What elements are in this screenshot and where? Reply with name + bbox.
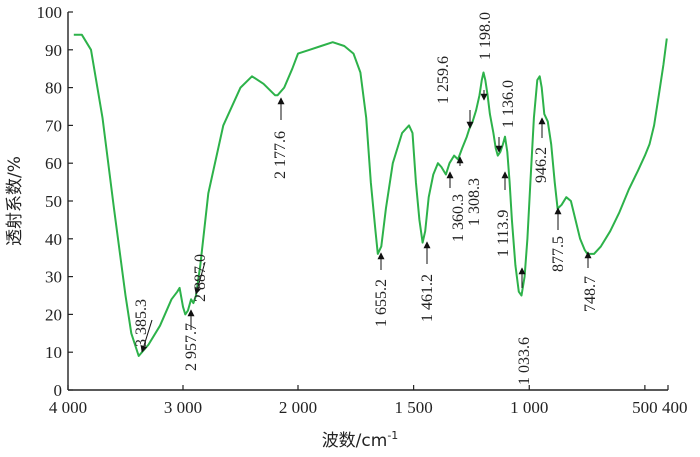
- y-tick-label: 50: [45, 192, 62, 211]
- x-axis-title-text: 波数/cm: [322, 431, 388, 451]
- peak-label: 3 385.3: [133, 299, 150, 347]
- peak-label: 748.7: [582, 276, 599, 312]
- peak-annotation: 2 177.6: [272, 97, 289, 179]
- y-axis-title: 透射系数/%: [5, 156, 25, 246]
- x-axis-title: 波数/cm-1: [322, 429, 399, 451]
- x-tick-label: 400: [662, 398, 688, 417]
- peak-arrow: [194, 261, 206, 295]
- peak-annotation: 1 033.6: [516, 267, 533, 385]
- peak-label: 2 177.6: [272, 131, 289, 179]
- peak-annotation: 748.7: [582, 251, 599, 312]
- peak-label: 1 461.2: [419, 274, 436, 322]
- peak-annotation: 1 113.9: [495, 171, 512, 257]
- peak-annotation: 1 308.3: [456, 156, 483, 226]
- peak-arrow: [140, 319, 153, 353]
- peak-annotation: 2 957.7: [183, 309, 200, 371]
- axis-ticks: 0 10 20 30 40 50 60 70 80 90 100 4 000 3 000 2 000 1 5…: [37, 3, 688, 417]
- peak-label: 1 113.9: [495, 210, 512, 257]
- peak-label: 877.5: [550, 236, 567, 272]
- peak-annotation: 877.5: [550, 207, 567, 272]
- x-tick-label: 2 000: [279, 398, 317, 417]
- y-tick-label: 20: [45, 305, 62, 324]
- peak-label: 1 308.3: [466, 178, 483, 226]
- peak-annotation: 946.2: [533, 117, 550, 183]
- peak-label: 1 033.6: [516, 337, 533, 385]
- y-tick-label: 80: [45, 79, 62, 98]
- peak-annotation: 1 461.2: [419, 241, 436, 322]
- peak-annotation: 1 198.0: [477, 12, 494, 101]
- peak-label: 1 259.6: [435, 56, 452, 104]
- axes: [67, 12, 668, 391]
- peak-annotations: 3 385.3 2 957.7 2 887.0 2 177.6 1 655.2 1 461…: [133, 12, 599, 385]
- peak-annotation: 2 887.0: [192, 254, 209, 302]
- peak-annotation: 1 136.0: [495, 80, 517, 153]
- spectrum-line: [73, 33, 668, 357]
- y-tick-label: 60: [45, 154, 62, 173]
- x-axis-title-unit-exponent: -1: [387, 429, 398, 442]
- y-tick-label: 10: [45, 343, 62, 362]
- peak-label: 1 136.0: [500, 80, 517, 128]
- peak-annotation: 1 360.3: [446, 171, 467, 242]
- y-tick-label: 0: [54, 381, 63, 400]
- y-tick-label: 70: [45, 116, 62, 135]
- x-tick-label: 1 500: [395, 398, 433, 417]
- peak-annotation: 1 259.6: [435, 56, 474, 129]
- peak-annotation: 1 655.2: [373, 252, 390, 327]
- spectrum-line-group: [73, 33, 668, 357]
- peak-label: 1 655.2: [373, 279, 390, 327]
- y-tick-label: 90: [45, 41, 62, 60]
- y-tick-label: 100: [37, 3, 63, 22]
- x-tick-label: 3 000: [164, 398, 202, 417]
- peak-annotation: 3 385.3: [133, 299, 153, 353]
- x-tick-label: 1 000: [510, 398, 548, 417]
- peak-label: 2 887.0: [192, 254, 209, 302]
- peak-label: 1 360.3: [450, 194, 467, 242]
- peak-label: 946.2: [533, 147, 550, 183]
- y-tick-label: 30: [45, 268, 62, 287]
- x-tick-label: 500: [632, 398, 658, 417]
- peak-label: 2 957.7: [183, 323, 200, 371]
- peak-label: 1 198.0: [477, 12, 494, 60]
- x-tick-label: 4 000: [49, 398, 87, 417]
- y-tick-label: 40: [45, 230, 62, 249]
